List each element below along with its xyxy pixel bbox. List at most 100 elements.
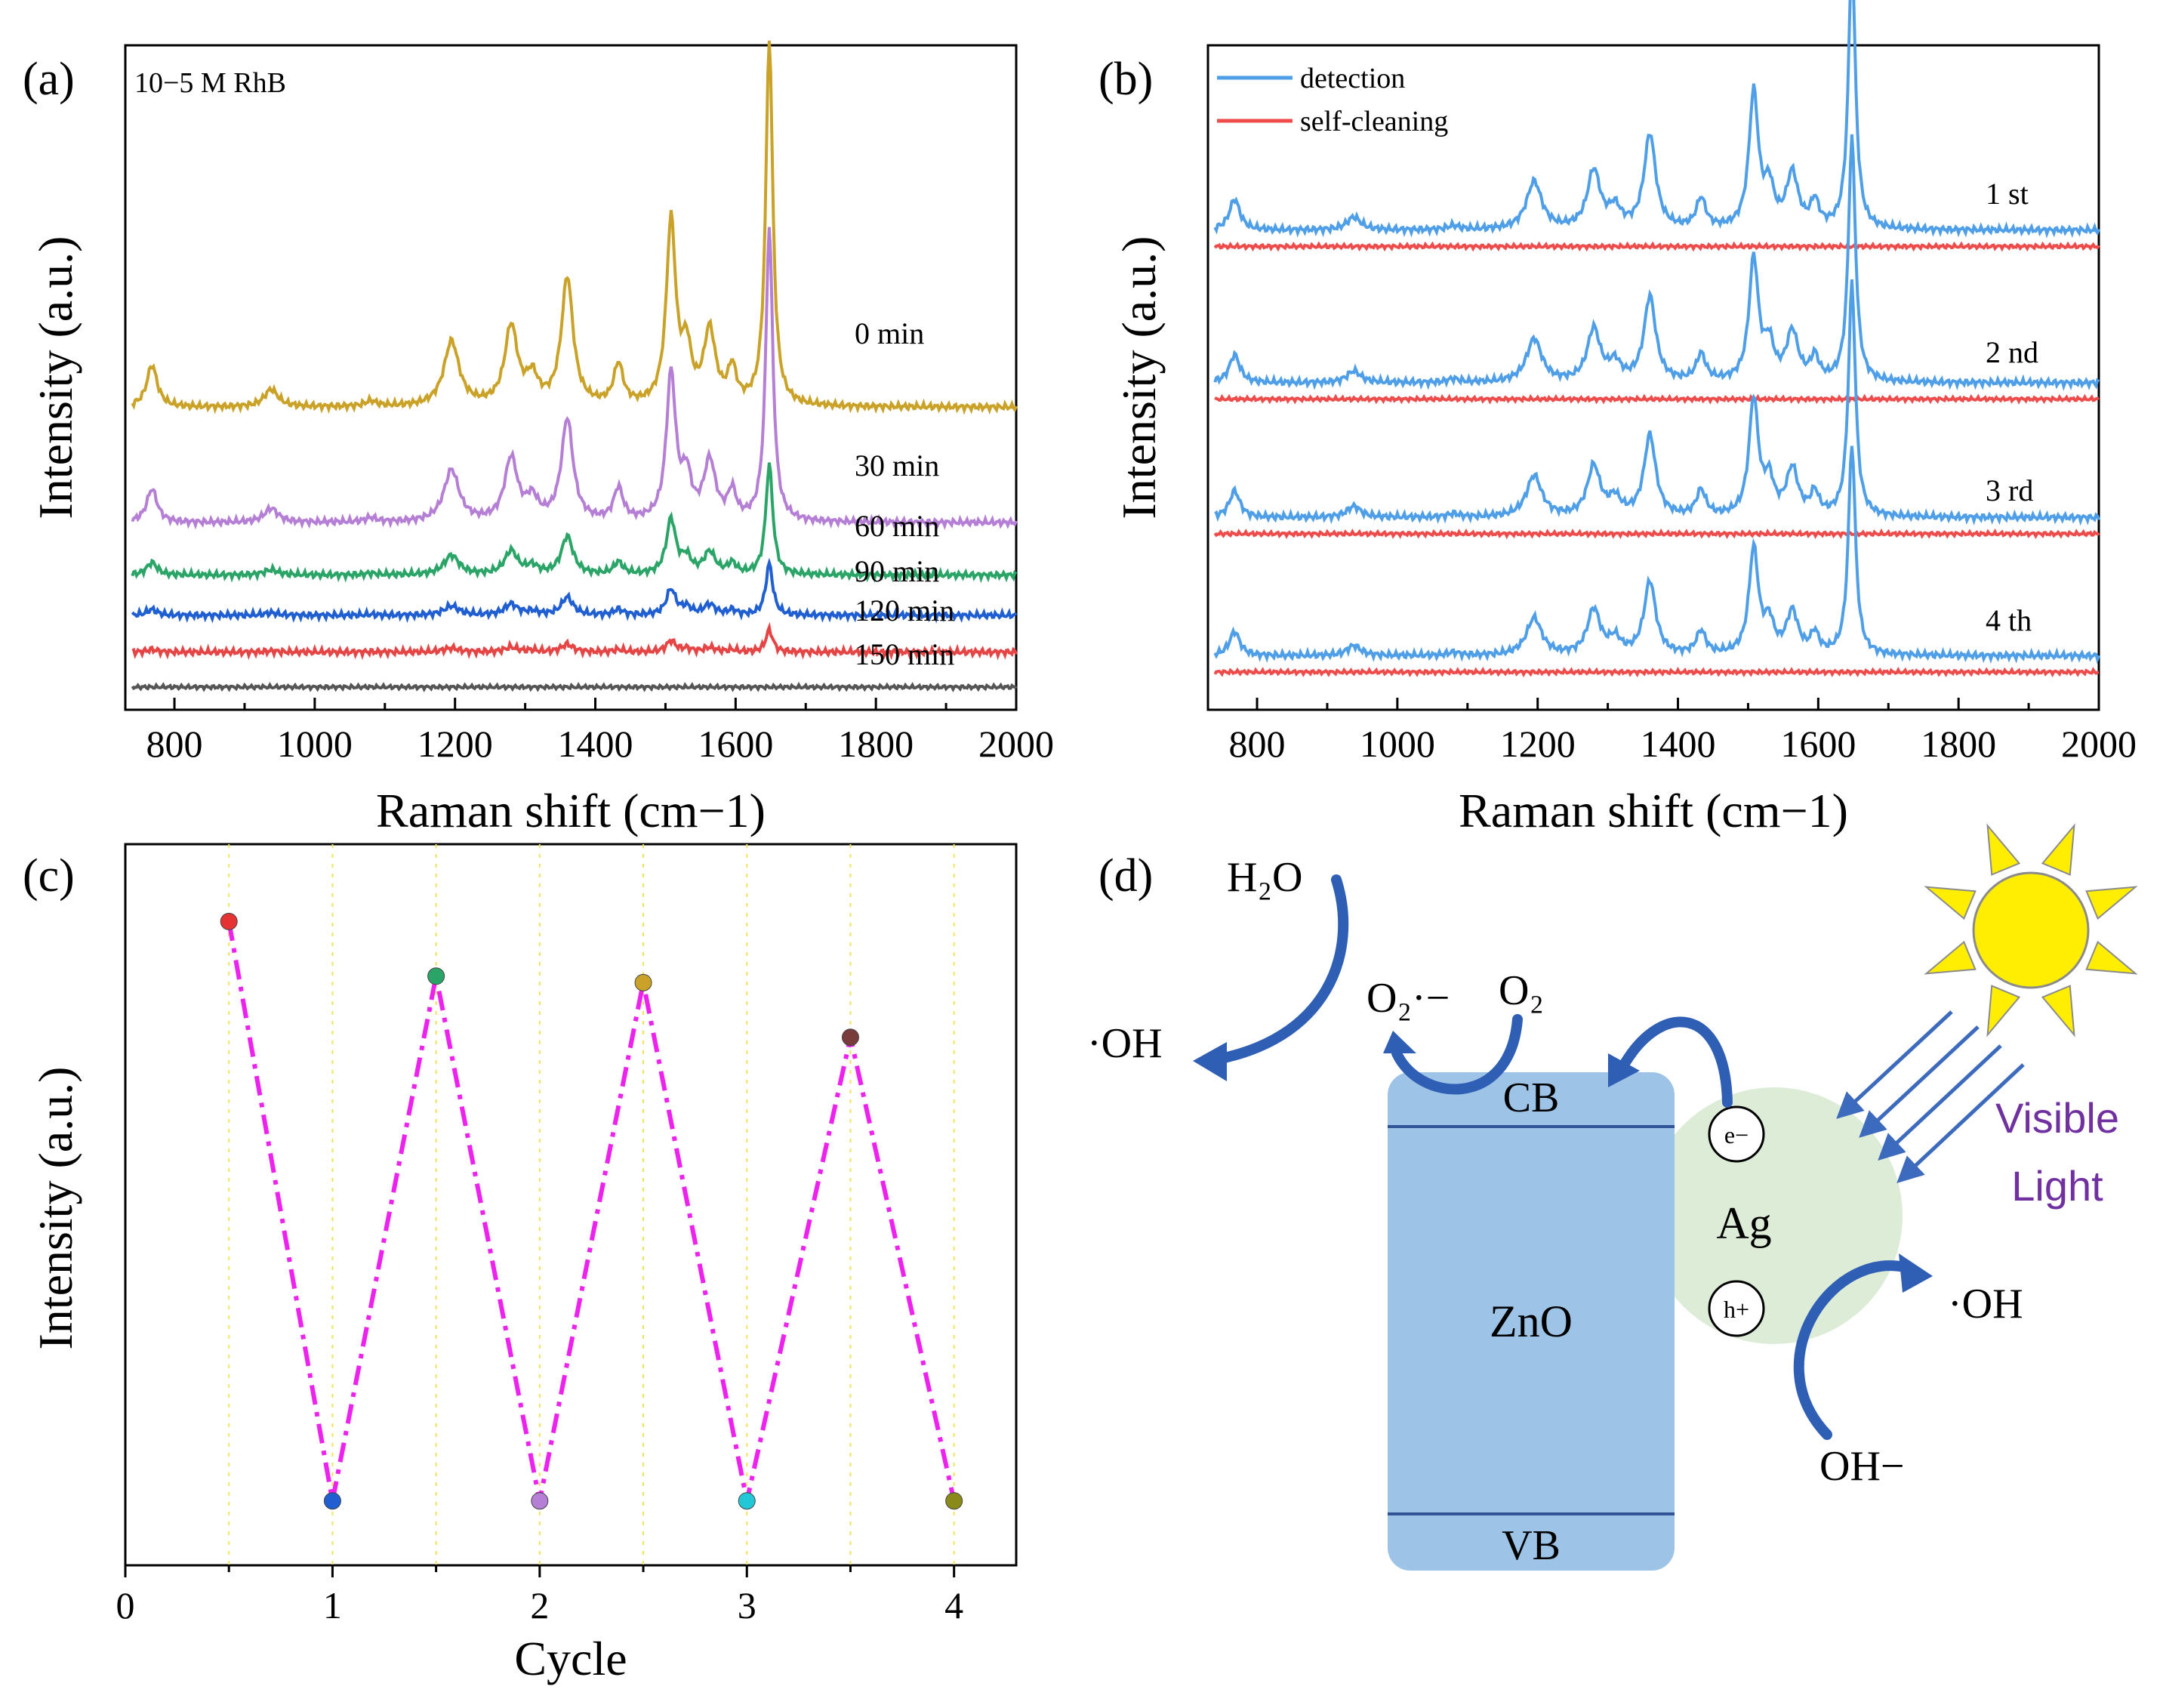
series-line-0-min (131, 40, 1018, 415)
x-tick-label: 1600 (1780, 723, 1856, 765)
legend-detection-label: detection (1300, 63, 1405, 94)
x-tick-label: 0 (116, 1584, 135, 1626)
electron-label: e− (1724, 1121, 1749, 1148)
h2o-oxidation-arrow (1203, 874, 1349, 1066)
sun-ray (2085, 940, 2138, 975)
data-point (427, 967, 445, 985)
series-line-120-min (131, 621, 1018, 661)
x-tick-label: 4 (944, 1584, 963, 1626)
x-tick-label: 1400 (558, 723, 633, 765)
hole-label: h+ (1724, 1296, 1749, 1323)
light-ray-4 (1896, 1063, 2025, 1183)
panel-d-label: (d) (1098, 850, 1153, 902)
self-cleaning-line-cycle-1 (1213, 241, 2100, 252)
series-line-90-min (131, 557, 1018, 624)
x-tick-label: 1 (323, 1584, 342, 1626)
legend-self-cleaning-label: self-cleaning (1300, 106, 1448, 137)
series-label: 60 min (855, 509, 939, 543)
electron-icon (1708, 1105, 1765, 1163)
cycle-intensity-line (226, 920, 957, 1502)
light-ray-1 (1836, 1010, 1953, 1119)
panel-c: (c) 0 1 2 3 4 Cycle Intensity (a.u.) (23, 843, 1018, 1685)
self-cleaning-line-cycle-4 (1213, 666, 2100, 678)
series-label: 90 min (855, 554, 939, 588)
o2-label: O₂ (1499, 967, 1544, 1014)
panel-c-gridlines (228, 844, 955, 1565)
series-label: 150 min (855, 637, 954, 671)
oh-oxidation-arrowhead (1899, 1253, 1933, 1293)
light-ray-2 (1859, 1025, 1980, 1138)
panel-b-y-axis-title: Intensity (a.u.) (1112, 236, 1166, 519)
data-point (531, 1492, 549, 1510)
electron-transfer-arrowhead (1608, 1053, 1640, 1087)
series-label: 30 min (855, 449, 939, 482)
detection-line-cycle-4 (1213, 445, 2100, 664)
panel-a-x-ticks: 800 1000 1200 1400 1600 1800 2000 (146, 698, 1054, 765)
panel-a-series-labels: 0 min 30 min 60 min 90 min 120 min 150 min (855, 316, 954, 671)
panel-a-label: (a) (23, 54, 75, 105)
light-ray-3 (1878, 1044, 2002, 1161)
sun-ray (1986, 985, 2021, 1037)
series-label: 0 min (855, 316, 924, 350)
h2o-label: H₂O (1227, 854, 1302, 901)
panel-a-x-axis-title: Raman shift (cm−1) (376, 784, 766, 837)
panel-b-x-ticks: 800 1000 1200 1400 1600 1800 2000 (1229, 698, 2137, 765)
sun-icon (1924, 823, 2138, 1037)
oh-right-label: ·OH (1948, 1281, 2023, 1327)
x-tick-label: 1400 (1641, 723, 1716, 765)
o2-reduction-arrowhead (1383, 1031, 1416, 1053)
panel-a-series (131, 40, 1018, 692)
x-tick-label: 800 (1229, 723, 1286, 765)
panel-a-y-axis-title: Intensity (a.u.) (29, 236, 82, 519)
panel-b-legend: detection self-cleaning (1217, 63, 1448, 137)
oh-minus-label: OH− (1819, 1443, 1904, 1490)
detection-line-cycle-3 (1214, 279, 2100, 526)
h2o-oxidation-arrowhead (1193, 1042, 1227, 1081)
panel-b-frame (1206, 44, 2100, 711)
series-line-30-min (131, 227, 1018, 531)
data-point (634, 973, 652, 991)
data-point (945, 1492, 963, 1510)
sun-ray (1924, 886, 1977, 920)
sun-ray (2041, 985, 2075, 1037)
data-point (220, 912, 238, 930)
cycle-label: 2 nd (1986, 335, 2038, 369)
series-line-60-min (131, 462, 1018, 584)
sun-ray (1924, 940, 1977, 975)
panel-a: (a) 10−5 M RhB 0 min 30 min 60 min 90 min 12… (23, 40, 1054, 837)
x-tick-label: 1200 (418, 723, 493, 765)
x-tick-label: 1000 (1360, 723, 1435, 765)
o2-radical-label: O₂·− (1367, 975, 1450, 1022)
cycle-label: 4 th (1986, 603, 2032, 637)
panel-c-x-ticks: 0 1 2 3 4 (116, 1565, 963, 1626)
oh-oxidation-arrow (1793, 1260, 1915, 1440)
x-tick-label: 3 (738, 1584, 756, 1626)
panel-b-series (1213, 0, 2100, 678)
ag-particle (1646, 1087, 1903, 1344)
x-tick-label: 2000 (2061, 723, 2137, 765)
detection-line-cycle-1 (1213, 0, 2100, 239)
data-point (841, 1028, 859, 1047)
vb-label: VB (1502, 1522, 1561, 1569)
ag-label: Ag (1716, 1198, 1771, 1248)
x-tick-label: 2000 (978, 723, 1054, 765)
self-cleaning-line-cycle-2 (1214, 393, 2100, 405)
cycle-label: 1 st (1986, 177, 2029, 211)
series-line-150-min (131, 681, 1018, 692)
x-tick-label: 1200 (1500, 723, 1576, 765)
sun-rays (1924, 823, 2138, 1037)
electron-transfer-arrow (1618, 1016, 1733, 1108)
panel-c-frame (124, 843, 1018, 1567)
panel-d: (d) CB ZnO VB e− Ag h+ H₂O ·OH O₂·− O₂ (1087, 823, 2138, 1571)
x-tick-label: 1800 (1921, 723, 1996, 765)
x-tick-label: 1600 (698, 723, 773, 765)
x-tick-label: 800 (146, 723, 203, 765)
light-rays-icon (1836, 1010, 2025, 1183)
panel-c-x-axis-title: Cycle (514, 1632, 627, 1685)
data-point (738, 1492, 756, 1510)
data-point (323, 1492, 341, 1510)
o2-reduction-arrow (1391, 1014, 1523, 1095)
panel-c-line (226, 920, 957, 1502)
visible-light-label-line2: Light (2011, 1162, 2103, 1210)
panel-c-points (220, 912, 963, 1510)
